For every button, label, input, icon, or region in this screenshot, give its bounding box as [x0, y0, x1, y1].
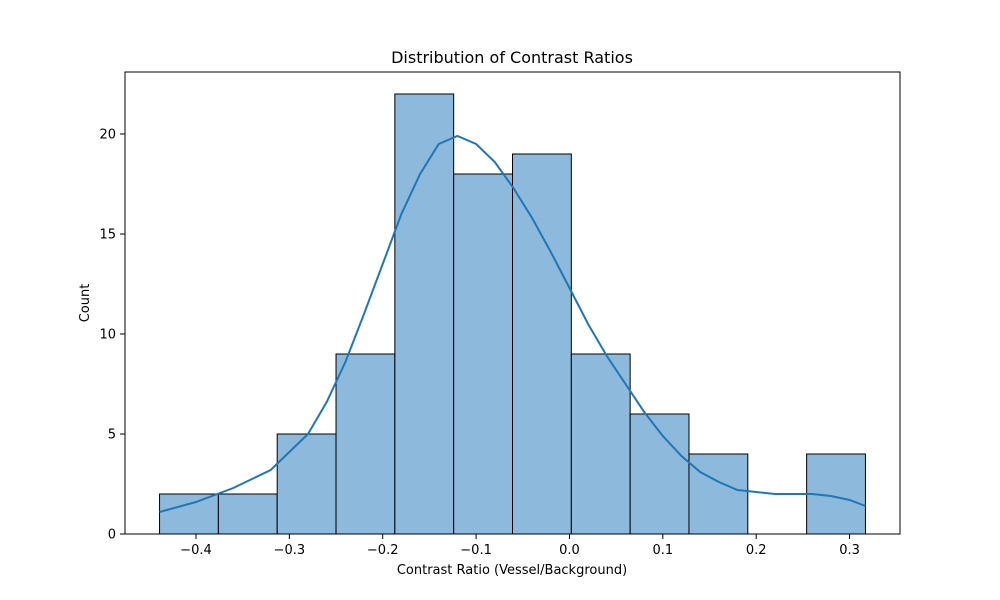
histogram-bar-5: [453, 173, 514, 535]
histogram-bar-4: [394, 93, 455, 535]
kde-line: [159, 134, 866, 513]
histogram-bar-1: [217, 493, 278, 535]
x-tick-label: −0.3: [274, 543, 306, 558]
histogram-bar-2: [276, 433, 337, 535]
plot-frame: [124, 71, 901, 535]
y-tick-label: 15: [99, 228, 116, 243]
x-tick-label: 0.1: [652, 543, 673, 558]
chart-title: Distribution of Contrast Ratios: [391, 48, 633, 67]
x-axis-label: Contrast Ratio (Vessel/Background): [397, 563, 627, 578]
y-tick-label: 10: [99, 328, 116, 343]
y-tick-label: 20: [99, 128, 116, 143]
histogram-bar-6: [512, 153, 572, 535]
x-tick-label: 0.0: [559, 543, 580, 558]
x-tick-label: 0.2: [746, 543, 767, 558]
x-tick-label: −0.4: [180, 543, 212, 558]
x-tick-label: 0.3: [839, 543, 860, 558]
histogram-bar-0: [159, 493, 219, 535]
y-tick-label: 0: [108, 528, 116, 543]
histogram-bar-9: [688, 453, 749, 535]
histogram-bars: [159, 93, 866, 535]
y-axis-label: Count: [78, 284, 93, 323]
y-axis-ticks: 0 5 10 15 20: [99, 128, 125, 543]
histogram-bar-8: [629, 413, 690, 535]
x-tick-label: −0.2: [367, 543, 399, 558]
histogram-bar-3: [335, 353, 396, 535]
y-tick-label: 5: [108, 428, 116, 443]
histogram-bar-7: [570, 353, 631, 535]
x-tick-label: −0.1: [460, 543, 492, 558]
x-axis-ticks: −0.4 −0.3 −0.2 −0.1 0.0 0.1 0.2 0.3: [180, 534, 860, 558]
